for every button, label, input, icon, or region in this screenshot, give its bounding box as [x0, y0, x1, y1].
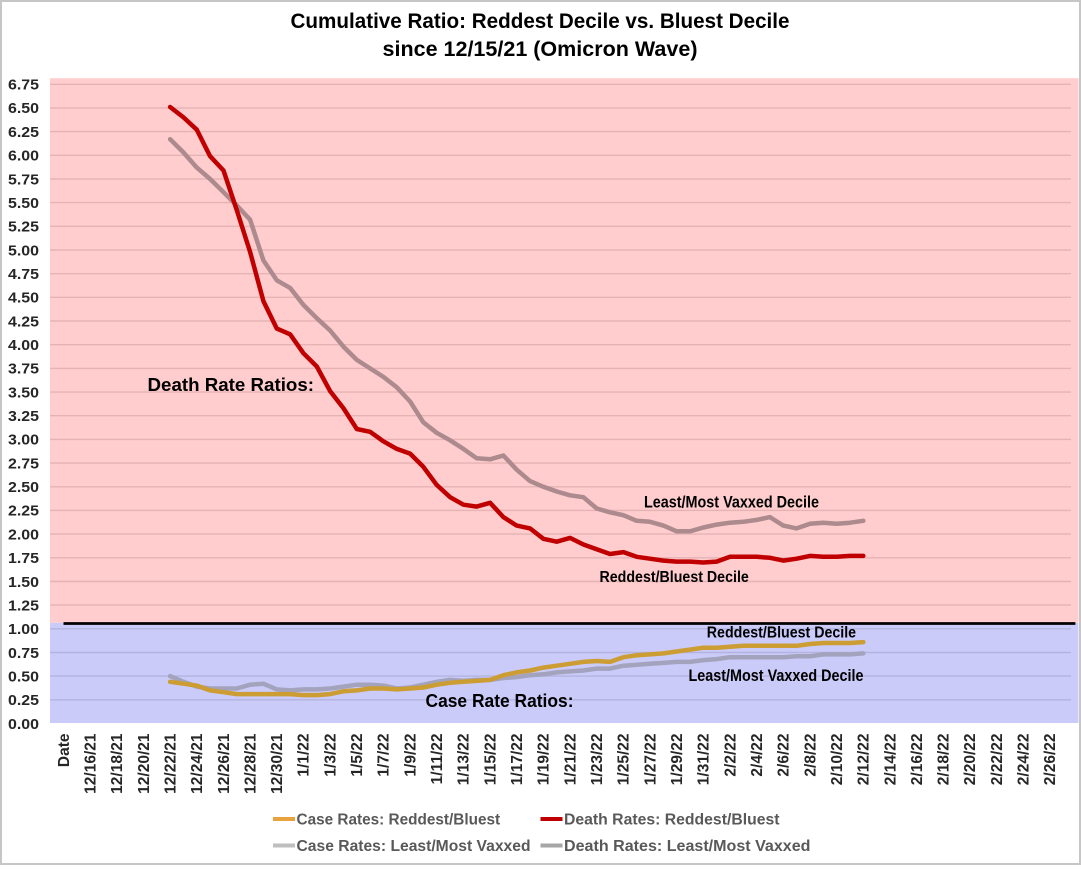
svg-text:2/14/22: 2/14/22: [882, 734, 899, 786]
svg-text:12/18/21: 12/18/21: [109, 733, 126, 794]
svg-text:1/7/22: 1/7/22: [376, 734, 393, 777]
svg-text:2.00: 2.00: [8, 526, 39, 543]
svg-text:1/9/22: 1/9/22: [402, 734, 419, 777]
svg-text:Reddest/Bluest Decile: Reddest/Bluest Decile: [707, 625, 856, 642]
svg-text:1.25: 1.25: [8, 597, 39, 614]
svg-text:2.75: 2.75: [8, 455, 39, 472]
svg-text:1/13/22: 1/13/22: [456, 734, 473, 786]
svg-text:1.00: 1.00: [8, 621, 39, 638]
svg-text:12/28/21: 12/28/21: [242, 733, 259, 794]
svg-text:2/10/22: 2/10/22: [829, 734, 846, 786]
svg-text:6.25: 6.25: [8, 124, 39, 141]
svg-text:12/22/21: 12/22/21: [162, 733, 179, 794]
svg-text:3.00: 3.00: [8, 432, 39, 449]
svg-text:Least/Most Vaxxed Decile: Least/Most Vaxxed Decile: [644, 494, 819, 512]
svg-text:1/25/22: 1/25/22: [616, 734, 633, 786]
svg-text:4.00: 4.00: [8, 337, 39, 354]
svg-text:2/4/22: 2/4/22: [749, 734, 766, 777]
svg-text:Cumulative Ratio: Reddest Deci: Cumulative Ratio: Reddest Decile vs. Blu…: [291, 9, 790, 33]
svg-text:5.75: 5.75: [8, 171, 39, 188]
svg-text:Reddest/Bluest Decile: Reddest/Bluest Decile: [600, 569, 749, 586]
svg-text:0.25: 0.25: [8, 692, 39, 709]
svg-text:1/11/22: 1/11/22: [429, 734, 446, 785]
svg-text:2/6/22: 2/6/22: [776, 734, 793, 777]
svg-text:5.00: 5.00: [8, 242, 39, 259]
svg-text:1/1/22: 1/1/22: [296, 734, 313, 777]
svg-text:0.00: 0.00: [8, 716, 39, 733]
svg-text:2/24/22: 2/24/22: [1016, 734, 1033, 786]
svg-text:12/24/21: 12/24/21: [189, 733, 206, 794]
svg-text:1/3/22: 1/3/22: [322, 734, 339, 777]
svg-text:2/22/22: 2/22/22: [989, 734, 1006, 786]
svg-text:0.75: 0.75: [8, 645, 39, 662]
svg-text:Date: Date: [56, 733, 73, 767]
svg-text:2/26/22: 2/26/22: [1042, 734, 1059, 786]
svg-text:1/21/22: 1/21/22: [562, 734, 579, 786]
svg-text:1/5/22: 1/5/22: [349, 734, 366, 777]
svg-text:1.50: 1.50: [8, 574, 39, 591]
svg-text:5.25: 5.25: [8, 219, 39, 236]
svg-text:4.75: 4.75: [8, 266, 39, 283]
svg-text:2/2/22: 2/2/22: [722, 734, 739, 777]
svg-text:Case Rates: Reddest/Bluest: Case Rates: Reddest/Bluest: [297, 812, 501, 829]
svg-text:1/29/22: 1/29/22: [669, 734, 686, 786]
svg-text:12/30/21: 12/30/21: [269, 733, 286, 794]
svg-text:12/20/21: 12/20/21: [136, 733, 153, 794]
svg-text:1/31/22: 1/31/22: [696, 734, 713, 786]
svg-text:1/17/22: 1/17/22: [509, 734, 526, 786]
svg-text:1/23/22: 1/23/22: [589, 734, 606, 786]
svg-text:2/18/22: 2/18/22: [936, 734, 953, 786]
svg-text:1/19/22: 1/19/22: [536, 734, 553, 786]
svg-text:4.25: 4.25: [8, 313, 39, 330]
svg-text:2/20/22: 2/20/22: [962, 734, 979, 786]
svg-text:Least/Most Vaxxed Decile: Least/Most Vaxxed Decile: [689, 667, 864, 685]
svg-text:4.50: 4.50: [8, 290, 39, 307]
svg-text:Death Rates: Reddest/Bluest: Death Rates: Reddest/Bluest: [564, 812, 780, 829]
svg-text:2.50: 2.50: [8, 479, 39, 496]
svg-text:1/15/22: 1/15/22: [482, 734, 499, 786]
svg-text:3.25: 3.25: [8, 408, 39, 425]
svg-text:Case Rates: Least/Most Vaxxed: Case Rates: Least/Most Vaxxed: [297, 838, 531, 855]
svg-text:5.50: 5.50: [8, 195, 39, 212]
svg-text:0.50: 0.50: [8, 668, 39, 685]
svg-text:2/12/22: 2/12/22: [856, 734, 873, 786]
svg-text:1.75: 1.75: [8, 550, 39, 567]
svg-text:2/8/22: 2/8/22: [802, 734, 819, 777]
svg-text:since 12/15/21 (Omicron Wave): since 12/15/21 (Omicron Wave): [383, 37, 698, 61]
svg-text:3.50: 3.50: [8, 384, 39, 401]
svg-text:12/26/21: 12/26/21: [216, 733, 233, 794]
svg-text:6.50: 6.50: [8, 100, 39, 117]
svg-text:6.75: 6.75: [8, 77, 39, 94]
svg-text:6.00: 6.00: [8, 148, 39, 165]
svg-text:2/16/22: 2/16/22: [909, 734, 926, 786]
svg-text:Case Rate Ratios:: Case Rate Ratios:: [426, 690, 574, 711]
svg-text:Death Rates: Least/Most Vaxxed: Death Rates: Least/Most Vaxxed: [564, 838, 811, 855]
svg-text:12/16/21: 12/16/21: [83, 733, 100, 794]
svg-text:2.25: 2.25: [8, 503, 39, 520]
svg-text:Death Rate Ratios:: Death Rate Ratios:: [148, 374, 315, 395]
svg-text:3.75: 3.75: [8, 361, 39, 378]
svg-text:1/27/22: 1/27/22: [642, 734, 659, 786]
